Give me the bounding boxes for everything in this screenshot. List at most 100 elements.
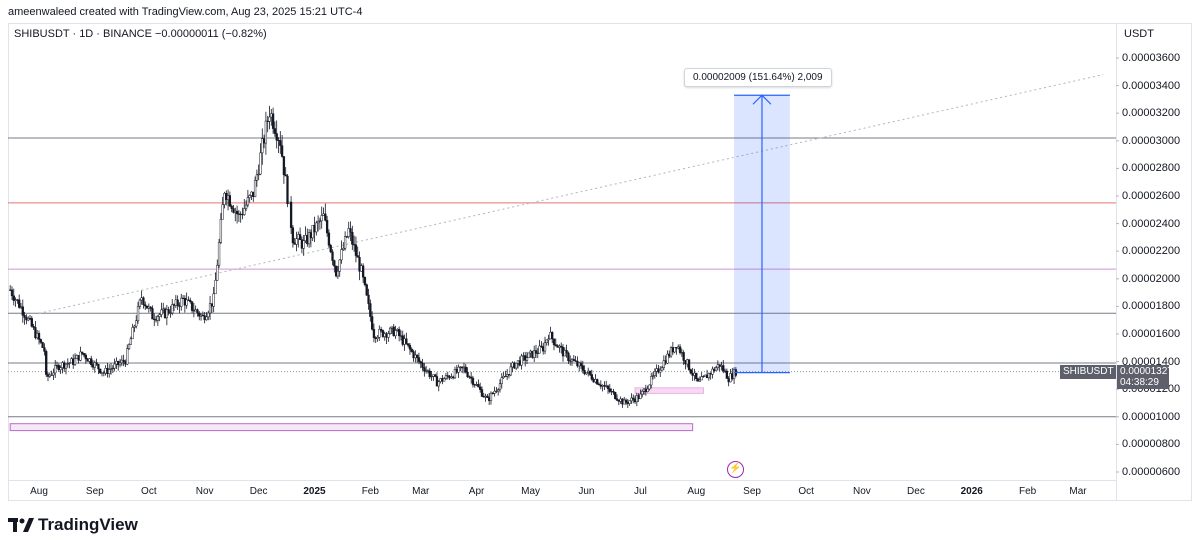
candle-body [198,312,201,317]
zones[interactable] [9,387,704,432]
candle-body [131,327,134,340]
candle-body [462,366,466,369]
candle-body [412,351,415,359]
candle-body [147,306,150,309]
x-tick-label: Jul [634,486,647,497]
candle-body [52,372,55,376]
y-tick-marks [1116,57,1119,473]
candle-body [68,362,71,364]
candle-body [201,314,205,316]
candle-body [637,395,640,399]
candle-body [417,357,421,362]
candle-body [174,299,178,306]
candle-body [601,385,604,387]
price-unit[interactable]: USDT [1124,28,1154,40]
candle-body [390,326,394,329]
candle-body [594,379,597,383]
candle-body [115,360,118,365]
candle-body [639,393,642,399]
candle-body [237,213,241,215]
candle-body [668,353,671,357]
candle-body [138,299,141,307]
horizontal-levels[interactable] [8,137,1116,418]
candle-body [554,344,557,346]
candle-body [349,228,352,233]
candle-body [86,358,89,362]
candle-body [714,367,718,372]
symbol-price-tag: SHIBUSDT [1060,365,1116,379]
candle-body [279,140,282,146]
candle-body [603,385,606,387]
candle-body [549,332,552,340]
candle-body [153,318,156,320]
candle-body [684,360,687,365]
candle-body [183,297,187,306]
trendline-group[interactable] [8,74,1116,373]
candle-body [502,376,505,378]
candle-body [723,370,727,372]
candle-body [54,365,57,374]
candle-body [630,397,633,402]
candle-body [255,174,259,181]
candle-body [66,363,69,365]
candle-body [318,220,322,222]
candle-body [434,374,437,377]
candle-body [129,338,132,345]
candle-body [70,358,73,364]
candle-body [219,219,223,243]
candle-body [583,370,586,375]
candle-body [531,350,534,358]
candle-body [261,138,264,154]
candle-body [480,389,484,397]
candle-body [729,373,732,383]
candle-body [540,345,543,347]
candle-body [32,326,35,328]
candle-body [453,369,457,379]
candle-body [363,276,367,285]
candle-body [334,265,338,277]
candle-body [81,351,84,354]
candle-body [515,362,518,369]
candle-body [560,345,563,348]
candle-body [511,362,514,368]
candle-body [25,317,28,321]
candle-body [293,242,296,245]
candle-body [461,366,464,369]
candle-body [624,399,628,403]
candle-body [394,330,397,337]
symbol-legend[interactable]: SHIBUSDT · 1D · BINANCE −0.00000011 (−0.… [14,28,267,40]
measure-tool[interactable] [734,94,790,374]
candle-body [194,309,197,312]
candle-body [569,360,572,362]
candle-body [36,332,39,339]
candle-body [617,400,620,402]
candle-body [482,396,485,398]
candle-body [444,375,448,379]
lightning-icon[interactable]: ⚡ [727,461,744,478]
candle-body [19,306,23,308]
x-tick-label: Jun [578,486,595,497]
candle-body [221,204,224,220]
candle-body [590,374,593,380]
candle-body [378,329,381,338]
candle-body [120,359,123,364]
candle-body [295,238,298,245]
candle-body [286,175,289,205]
candle-body [250,191,253,196]
candle-body [437,381,440,387]
candle-body [533,350,536,358]
candle-body [370,316,374,330]
candle-body [135,320,138,327]
candle-body [722,365,725,372]
candle-body [626,402,629,404]
candle-body [421,362,424,368]
candle-body [16,299,19,301]
candle-body [612,391,615,393]
candle-body [280,145,284,157]
candle-body [695,372,698,380]
candle-body [388,327,392,334]
candle-body [361,265,365,278]
y-tick-label: 0.00001000 [1122,410,1181,423]
last-price-box: 0.00001327 04:38:29 [1117,365,1173,389]
